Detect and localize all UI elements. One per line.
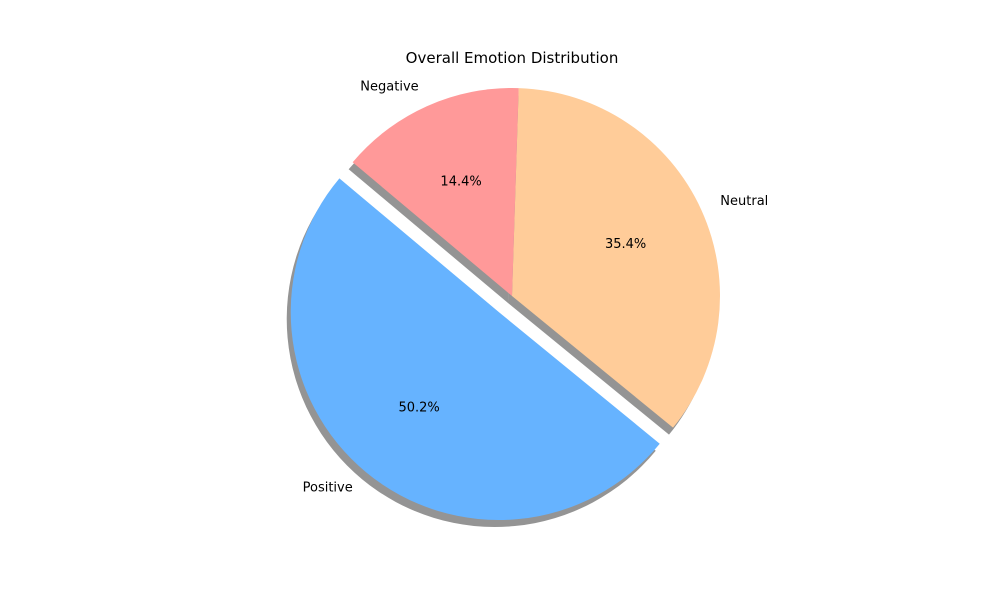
slice-label-neutral: Neutral xyxy=(720,194,768,209)
slice-label-negative: Negative xyxy=(360,80,418,95)
slice-pct-positive: 50.2% xyxy=(398,401,439,416)
pie-slice-neutral xyxy=(512,88,721,428)
slice-labels: Positive 50.2% Neutral 35.4% Negative 14.4% xyxy=(303,80,769,496)
pie-slice-positive xyxy=(290,178,660,521)
pie-slice-negative xyxy=(352,88,519,296)
slice-pct-neutral: 35.4% xyxy=(605,237,646,252)
slice-pct-negative: 14.4% xyxy=(440,175,481,190)
pie-slices xyxy=(290,88,721,521)
slice-label-positive: Positive xyxy=(303,481,353,496)
chart-title: Overall Emotion Distribution xyxy=(406,49,619,67)
